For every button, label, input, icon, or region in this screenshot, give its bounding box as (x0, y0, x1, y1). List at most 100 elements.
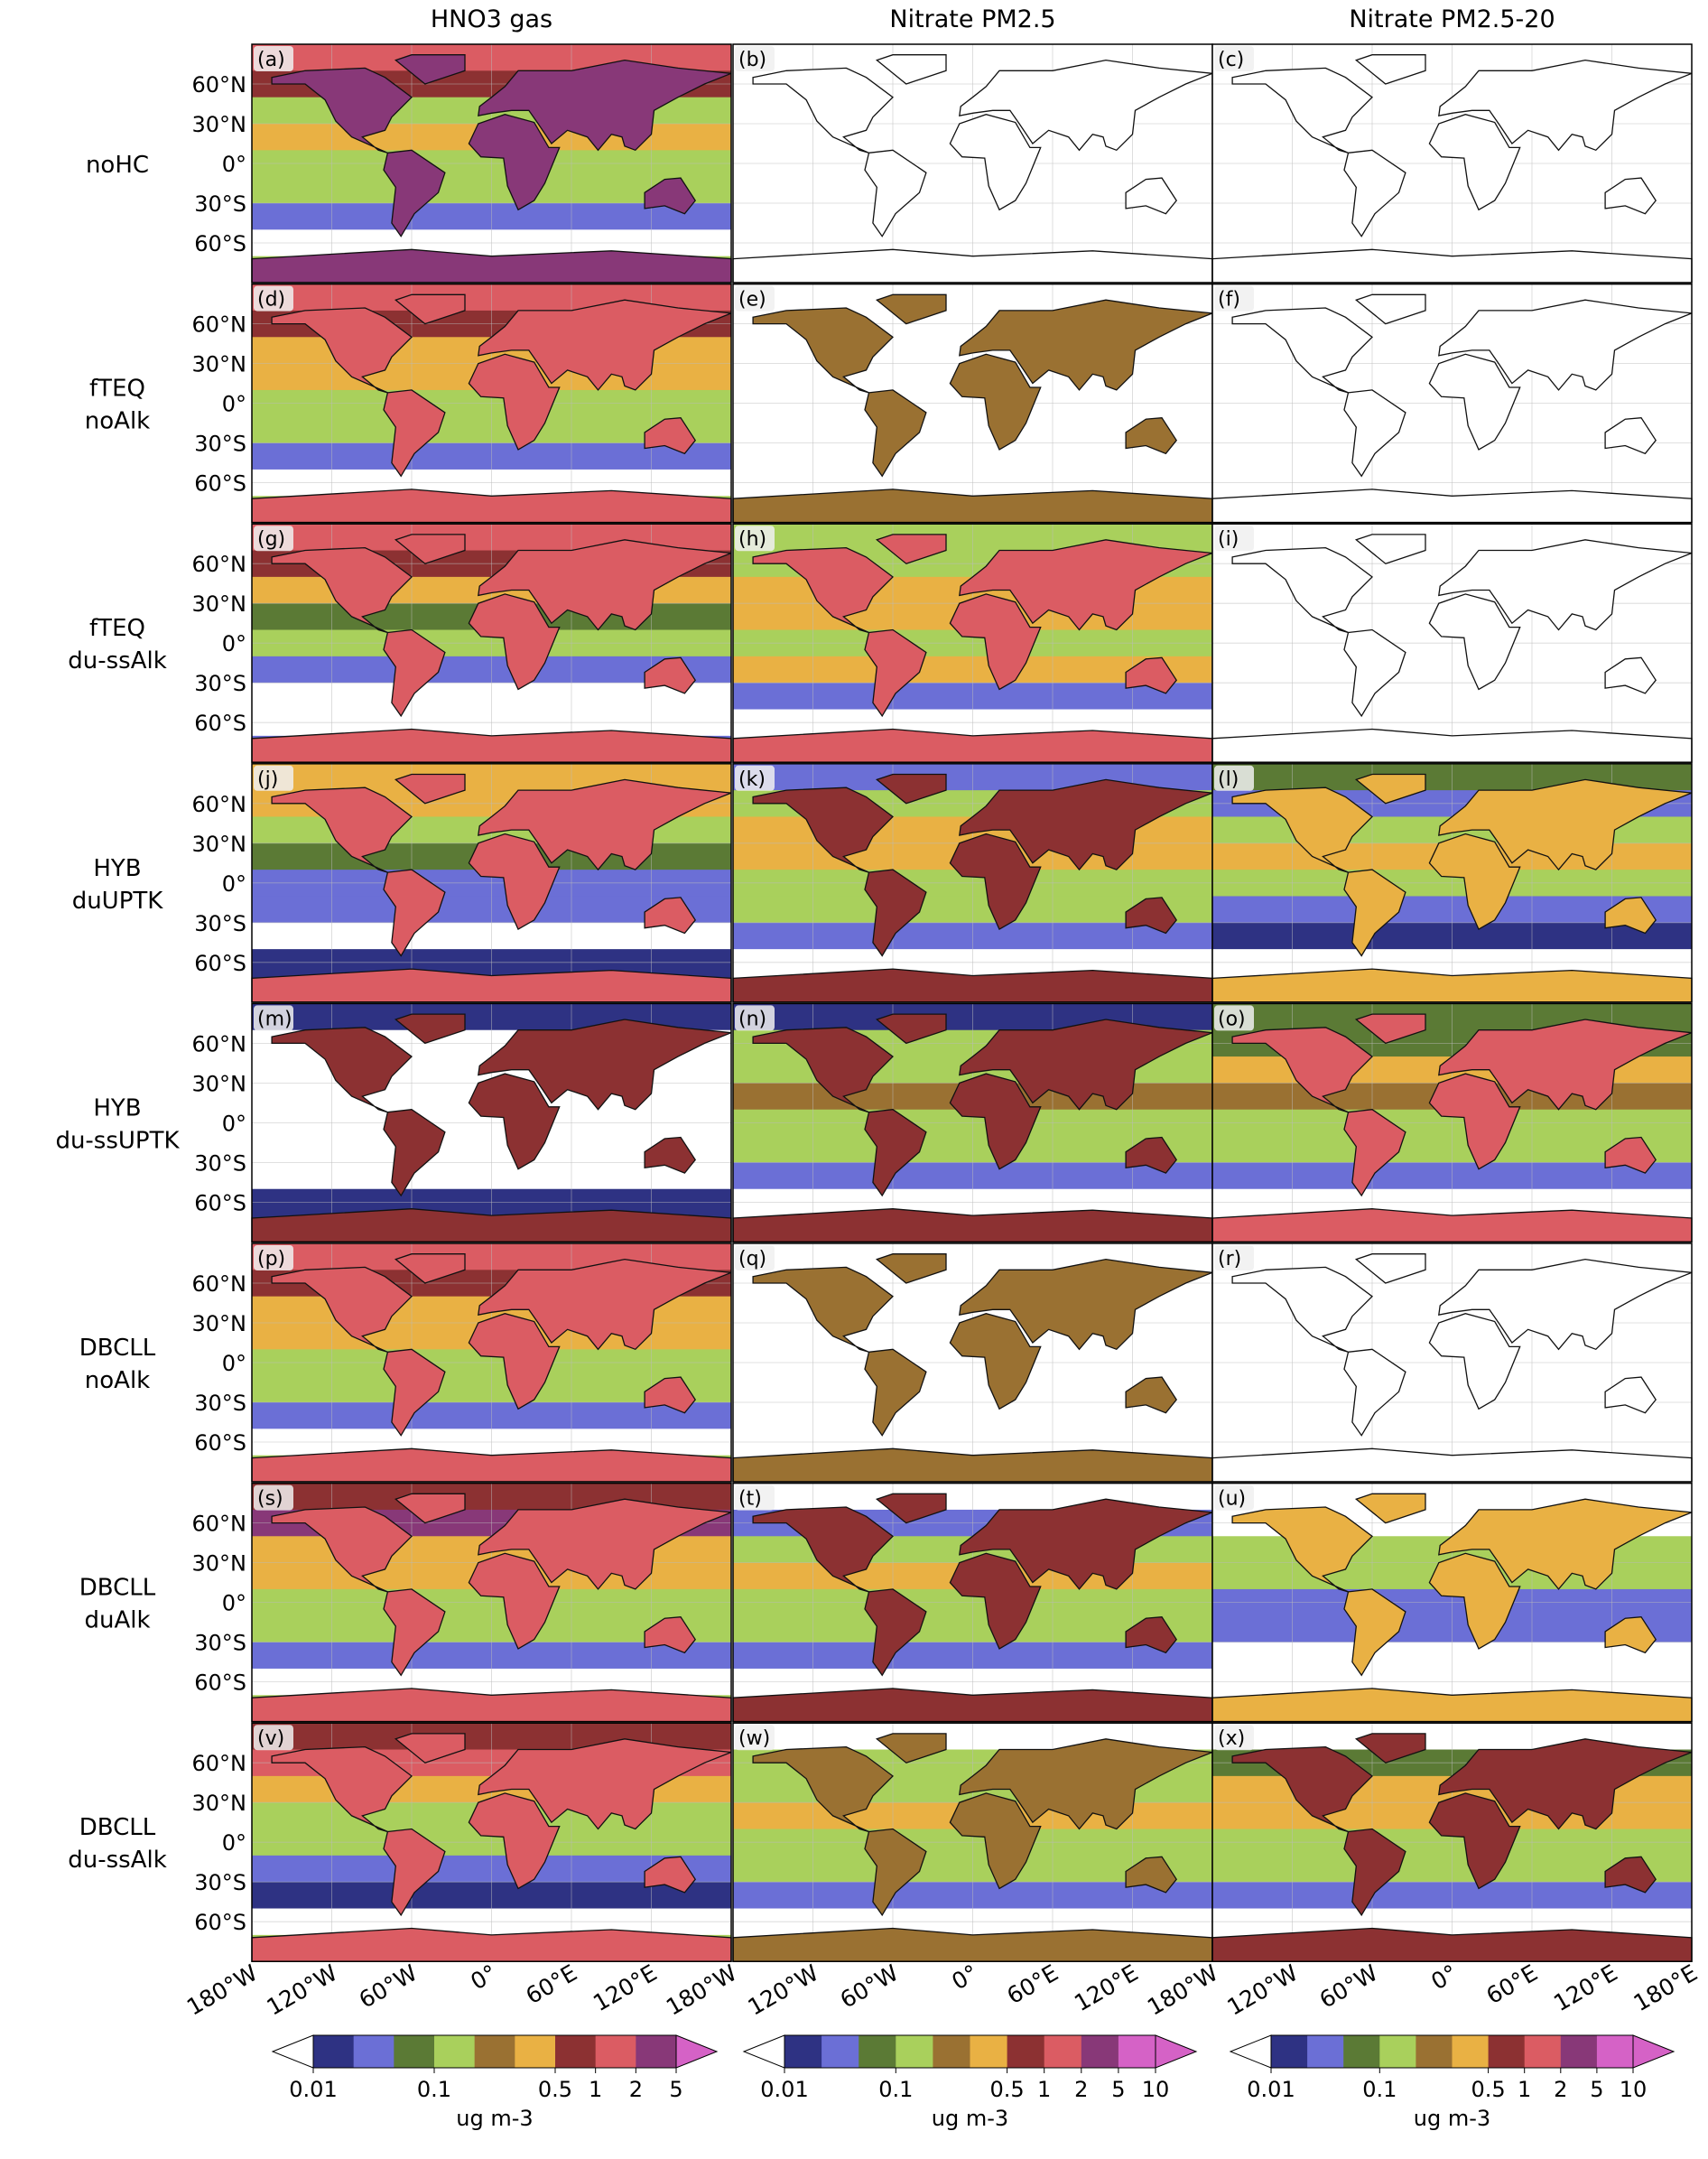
panel-letter-bg (735, 46, 775, 71)
coastline (959, 299, 1213, 391)
panel-letter: (v) (257, 1727, 284, 1750)
panel-letter-bg (735, 1005, 775, 1031)
coastline (752, 1027, 894, 1113)
coastline (1125, 1136, 1178, 1174)
row-label: HYB (93, 1094, 141, 1121)
coastline (864, 1109, 927, 1197)
panel-frame (1211, 283, 1693, 524)
row-label: DBCLL (79, 1575, 156, 1602)
coastline (1604, 897, 1657, 935)
coastline (394, 293, 466, 325)
coastline (383, 389, 446, 478)
colorbar-tick-label: 2 (1554, 2077, 1567, 2102)
panel-letter: (e) (738, 289, 766, 312)
lat-tick-label: 30°S (194, 432, 246, 457)
coastline (478, 1258, 732, 1351)
lat-tick-label: 0° (222, 871, 246, 897)
coastline (394, 534, 466, 564)
coastline (271, 1027, 413, 1113)
panel-letter: (i) (1218, 528, 1239, 551)
lat-tick-label: 0° (222, 1351, 246, 1376)
coastline (383, 869, 446, 957)
colorbar-box (1044, 2035, 1082, 2068)
lon-tick-label: 120°W (1222, 1959, 1302, 2021)
coastline (644, 656, 697, 694)
panel-letter-bg (735, 1245, 775, 1270)
colorbar-box (1416, 2035, 1453, 2068)
coastline (949, 1313, 1042, 1410)
map-panel: (e) (732, 283, 1213, 524)
coastline (959, 59, 1213, 152)
coastline (478, 1498, 732, 1590)
coastline (1438, 299, 1693, 391)
coastline (1354, 534, 1426, 564)
column-title: Nitrate PM2.5-20 (1349, 5, 1555, 33)
panel-letter-bg (1214, 1005, 1254, 1031)
coastline (468, 593, 561, 691)
coastline (949, 1073, 1042, 1170)
coastline (394, 1733, 466, 1763)
coastline (959, 1498, 1213, 1590)
lon-tick-label: 120°E (1070, 1959, 1142, 2016)
lat-tick-label: 60°N (192, 1751, 247, 1776)
coastline (875, 773, 947, 805)
coastline (1438, 539, 1693, 631)
map-panel: (p) (251, 1242, 732, 1483)
lat-tick-label: 30°N (192, 352, 247, 377)
lon-tick-label: 120°W (743, 1959, 822, 2021)
coastline (644, 897, 697, 935)
lon-tick-label: 60°E (1481, 1959, 1542, 2009)
colorbar-tick-label: 0.01 (1247, 2077, 1295, 2102)
coastline (1604, 1616, 1657, 1654)
lat-tick-label: 60°N (192, 1031, 247, 1056)
colorbar-tick-label: 0.1 (1362, 2077, 1397, 2102)
coastline (959, 1738, 1213, 1830)
coastline (875, 1493, 947, 1524)
panel-letter-bg (1214, 765, 1254, 791)
coastline (752, 1506, 894, 1593)
colorbar-tick-label: 0.01 (289, 2077, 337, 2102)
coastline (1343, 149, 1406, 237)
coastline (1125, 1376, 1178, 1414)
panel-letter: (b) (738, 49, 766, 71)
coastline (1343, 869, 1406, 957)
coastline (949, 353, 1042, 451)
coastline (1354, 1253, 1426, 1284)
coastline (644, 1136, 697, 1174)
coastline (1343, 628, 1406, 718)
lon-tick-label: 60°E (1002, 1959, 1063, 2009)
panel-letter: (o) (1218, 1008, 1246, 1030)
column-title: Nitrate PM2.5 (889, 5, 1055, 33)
coastline (1231, 1506, 1373, 1593)
coastline (864, 1828, 927, 1917)
coastline (1125, 417, 1178, 455)
coastline (1231, 307, 1373, 394)
panel-frame (1211, 523, 1693, 763)
row-label: noAlk (85, 408, 150, 435)
lat-tick-label: 30°S (194, 911, 246, 936)
colorbar-box (1524, 2035, 1562, 2068)
colorbar-extend-high (1155, 2034, 1198, 2069)
lon-tick-label: 120°E (589, 1959, 661, 2016)
lat-tick-label: 30°N (192, 1311, 247, 1336)
map-panel: (i) (1211, 523, 1693, 763)
colorbar-unit: ug m-3 (932, 2106, 1008, 2131)
coastline (875, 1253, 947, 1284)
coastline (468, 1073, 561, 1170)
panel-letter-bg (1214, 46, 1254, 71)
panel-letter-bg (1214, 1484, 1254, 1511)
lat-tick-label: 30°S (194, 1150, 246, 1176)
coastline (1343, 1348, 1406, 1437)
lat-tick-label: 60°N (192, 792, 247, 817)
map-panel: (h) (732, 523, 1213, 763)
coastline (1354, 1013, 1426, 1045)
coastline (1604, 417, 1657, 455)
colorbar-frame (312, 2034, 677, 2069)
coastline (394, 773, 466, 805)
map-panel: (g) (251, 523, 732, 763)
panel-letter-bg (735, 526, 775, 552)
coastline (1428, 1073, 1521, 1170)
lat-tick-label: 30°N (192, 112, 247, 137)
coastline (1231, 786, 1373, 873)
